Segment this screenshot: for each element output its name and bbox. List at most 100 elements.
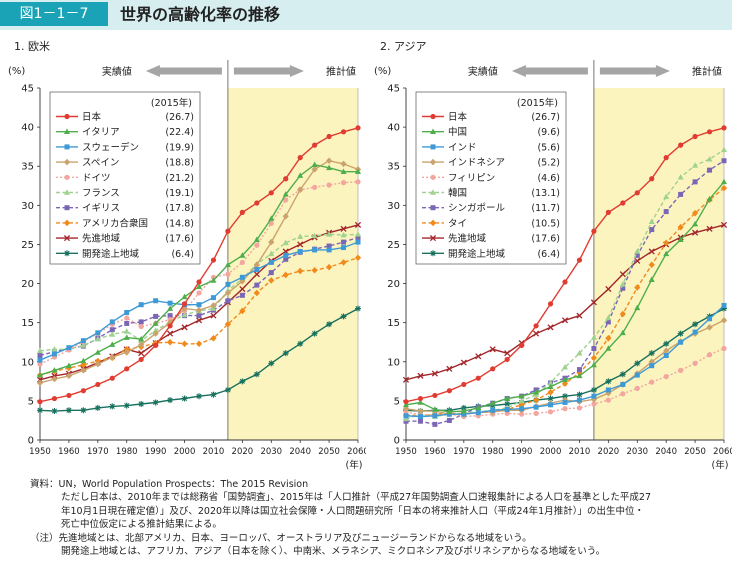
legend-name: イタリア: [82, 127, 120, 138]
data-point: [576, 397, 582, 403]
x-tick-label: 2040: [655, 447, 677, 457]
data-point: [51, 408, 58, 415]
data-point: [153, 342, 159, 348]
data-point: [605, 314, 612, 321]
data-point: [548, 402, 554, 408]
data-point: [605, 319, 611, 325]
data-point: [51, 395, 58, 402]
data-point: [326, 164, 333, 171]
data-point: [124, 320, 130, 326]
legend-name: 日本: [448, 111, 468, 123]
legend-item: イギリス (17.8): [56, 203, 194, 214]
data-point: [94, 404, 101, 411]
data-point: [123, 349, 130, 356]
data-point: [37, 353, 43, 359]
x-axis-unit: (年): [346, 459, 363, 471]
data-point: [138, 341, 145, 348]
data-point: [519, 342, 525, 348]
legend-item: インド (5.6): [422, 142, 560, 153]
data-point: [460, 407, 467, 414]
data-point: [417, 399, 424, 405]
data-point: [620, 285, 626, 291]
data-point: [519, 406, 525, 412]
data-point: [311, 166, 318, 173]
series-9: [37, 305, 361, 415]
data-point: [311, 266, 318, 274]
data-point: [461, 381, 467, 388]
data-point: [326, 182, 332, 188]
data-point: [619, 371, 626, 378]
data-point: [475, 353, 482, 360]
data-point: [340, 231, 347, 238]
data-point: [282, 271, 289, 279]
data-point: [297, 233, 304, 239]
data-point: [109, 341, 116, 347]
data-point: [210, 277, 217, 283]
legend-name: アメリカ合衆国: [82, 217, 148, 229]
actual-arrow: [145, 65, 222, 77]
legend-item: 中国 (9.6): [422, 126, 560, 138]
x-tick-label: 2050: [318, 447, 340, 457]
data-point: [721, 305, 727, 312]
data-point: [95, 381, 101, 388]
data-point: [518, 392, 525, 399]
x-tick-label: 2040: [289, 447, 311, 457]
data-point: [253, 289, 260, 297]
data-point: [663, 193, 670, 200]
data-point: [706, 129, 713, 135]
legend-value: (4.6): [537, 173, 560, 184]
data-point: [590, 299, 597, 306]
data-point: [268, 220, 274, 226]
data-point: [692, 329, 698, 335]
note-line: 開発途上地域とは、アフリカ、アジア（日本を除く）、中南米、メラネシア、ミクロネシ…: [61, 546, 606, 558]
data-point: [720, 184, 728, 192]
data-point: [504, 350, 511, 357]
x-tick-label: 1960: [58, 447, 80, 457]
data-point: [311, 330, 318, 337]
data-point: [138, 335, 145, 342]
data-point: [195, 317, 203, 324]
data-point: [268, 190, 274, 196]
data-point: [706, 225, 713, 232]
data-point: [282, 212, 289, 220]
data-point: [254, 200, 260, 206]
data-point: [283, 256, 289, 262]
data-point: [460, 359, 467, 366]
data-point: [562, 399, 568, 405]
legend-item: 日本 (26.7): [56, 111, 194, 123]
data-point: [605, 397, 611, 403]
data-point: [519, 411, 525, 417]
data-point: [325, 157, 333, 165]
data-point: [282, 239, 289, 246]
data-point: [562, 364, 568, 370]
series-8: [402, 221, 728, 383]
y-axis-unit: (%): [374, 66, 391, 77]
series-1: [403, 178, 727, 415]
data-point: [167, 313, 173, 319]
data-point: [620, 391, 626, 397]
data-point: [64, 128, 70, 134]
note-line: 死亡中位仮定による推計結果による。: [61, 519, 222, 531]
data-point: [677, 173, 684, 180]
data-point: [312, 184, 318, 190]
legend-item: 開発途上地域 (6.4): [422, 248, 560, 260]
legend-value: (6.4): [537, 249, 560, 260]
data-point: [648, 350, 655, 357]
data-point: [431, 370, 438, 377]
data-point: [576, 405, 583, 411]
data-point: [225, 271, 231, 277]
data-point: [678, 339, 684, 345]
data-point: [663, 209, 669, 215]
data-point: [181, 324, 188, 331]
data-point: [167, 323, 173, 329]
legend-value: (22.4): [165, 127, 194, 138]
actual-label: 実績値: [102, 65, 132, 78]
data-point: [340, 180, 347, 186]
data-point: [649, 363, 655, 369]
data-point: [196, 302, 202, 308]
y-tick-label: 30: [387, 201, 400, 212]
data-point: [430, 128, 436, 134]
data-point: [167, 305, 174, 311]
data-point: [576, 257, 583, 263]
data-point: [124, 309, 130, 315]
